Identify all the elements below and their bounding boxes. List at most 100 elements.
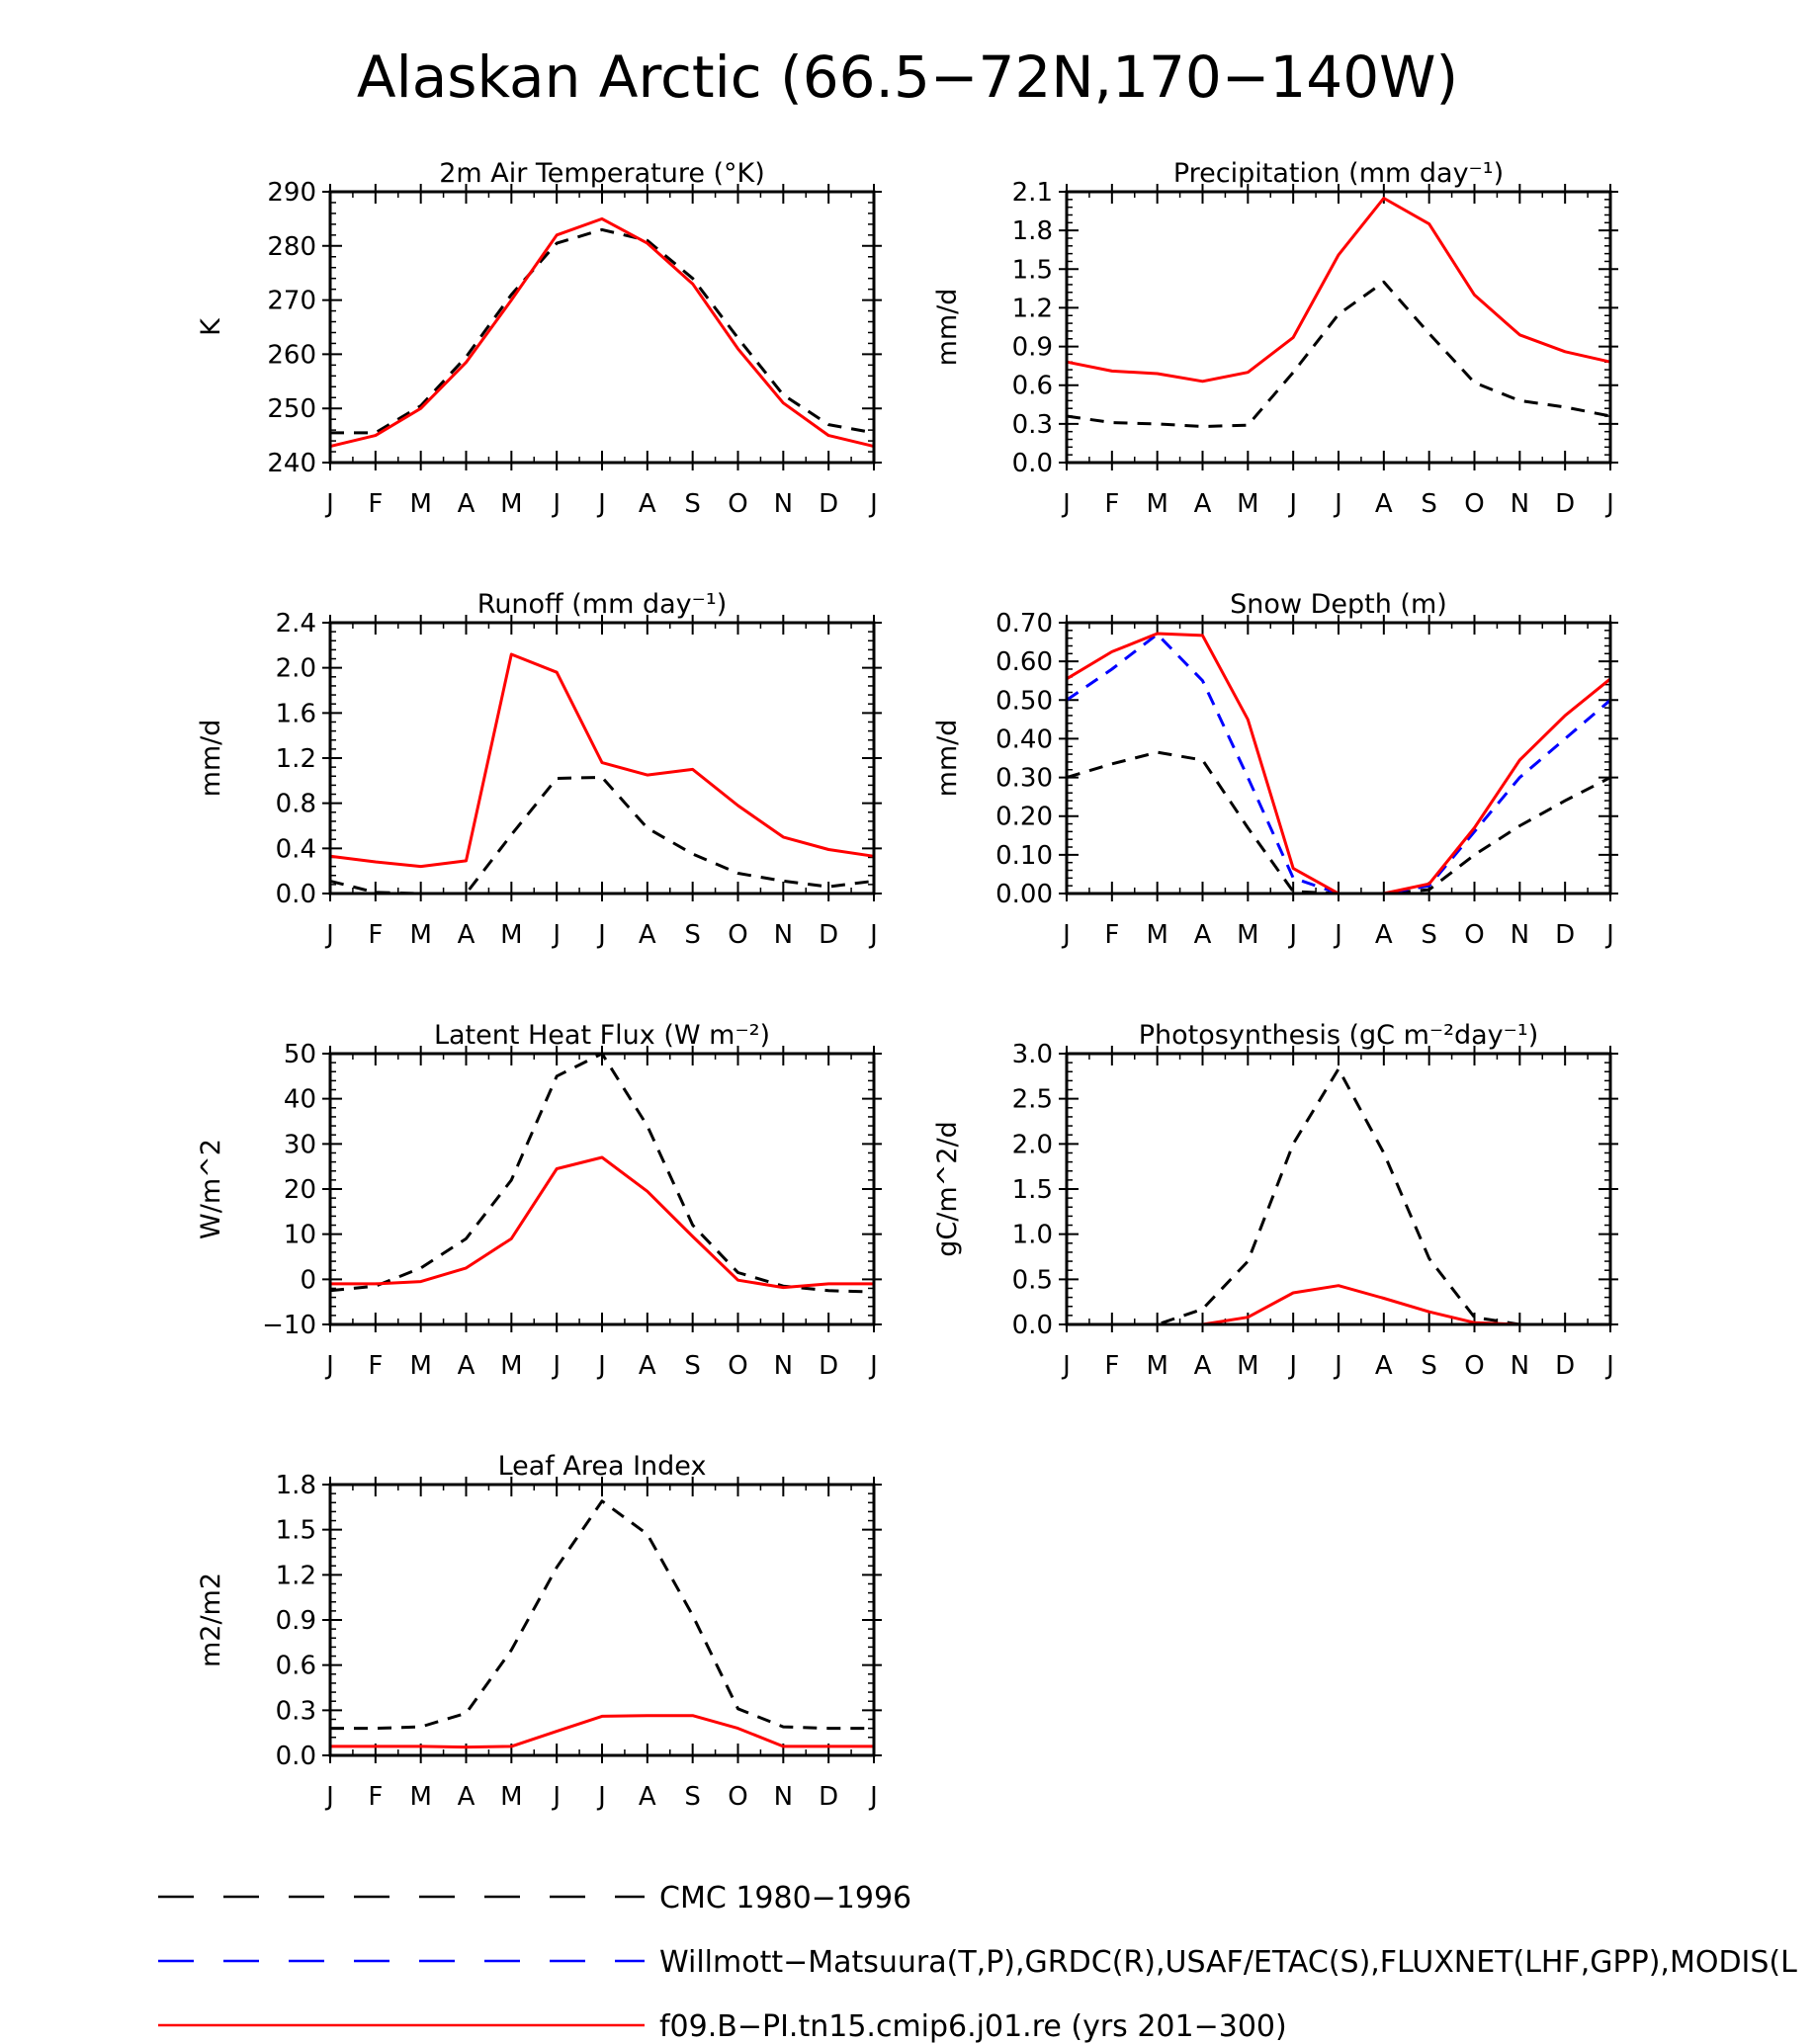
x-tick-label: M xyxy=(1146,489,1167,519)
series-line-1 xyxy=(329,775,875,895)
x-tick-label: F xyxy=(1104,1351,1119,1381)
series-line-2 xyxy=(1066,633,1611,895)
y-tick-label: 0.4 xyxy=(276,834,316,864)
x-tick-label: J xyxy=(868,920,878,950)
x-tick-label: N xyxy=(774,489,793,519)
y-tick-label: 20 xyxy=(284,1175,316,1205)
x-tick-label: F xyxy=(368,1351,383,1381)
y-tick-label: 0.0 xyxy=(1012,1311,1053,1340)
x-tick-label: M xyxy=(1237,1351,1258,1381)
y-tick-label: 260 xyxy=(267,340,316,370)
x-tick-label: O xyxy=(728,489,747,519)
x-tick-label: J xyxy=(1333,489,1342,519)
y-tick-label: 0.60 xyxy=(995,647,1053,677)
x-tick-label: D xyxy=(819,920,838,950)
x-tick-label: M xyxy=(1146,920,1167,950)
x-tick-label: J xyxy=(1287,920,1297,950)
y-tick-label: 0.50 xyxy=(995,686,1053,716)
y-tick-label: 0.0 xyxy=(276,1742,316,1771)
series-line-1 xyxy=(329,1052,875,1294)
x-tick-label: J xyxy=(868,1351,878,1381)
series-line-1 xyxy=(330,227,875,435)
x-tick-label: D xyxy=(1555,489,1575,519)
x-tick-label: O xyxy=(728,1782,747,1812)
plot-frame xyxy=(328,1052,876,1326)
x-tick-label: J xyxy=(1287,1351,1297,1381)
y-axis-label: mm/d xyxy=(932,289,963,367)
x-tick-label: J xyxy=(596,920,606,950)
y-tick-label: 1.8 xyxy=(1012,216,1053,246)
y-tick-label: 0.8 xyxy=(276,790,316,819)
x-tick-label: F xyxy=(368,489,383,519)
panel-2: Precipitation (mm day⁻¹)mm/dJ F M A M J J A S O N D… xyxy=(932,158,1618,519)
y-tick-label: 270 xyxy=(267,287,316,316)
plot-frame xyxy=(1065,190,1612,465)
x-tick-label: M xyxy=(1237,920,1258,950)
y-axis-label: W/m^2 xyxy=(196,1139,226,1239)
x-tick-label: J xyxy=(1287,489,1297,519)
y-tick-label: 2.1 xyxy=(1012,178,1053,208)
series-line-2 xyxy=(329,652,875,869)
series-line-1 xyxy=(1066,280,1611,428)
x-tick-label: A xyxy=(639,489,656,519)
x-tick-label: S xyxy=(1421,920,1437,950)
legend-label-1: CMC 1980−1996 xyxy=(659,1881,911,1916)
x-tick-label: A xyxy=(458,1351,475,1381)
x-tick-label: N xyxy=(1511,489,1529,519)
y-tick-label: 280 xyxy=(267,232,316,262)
x-tick-label: J xyxy=(1604,489,1614,519)
y-tick-label: 2.5 xyxy=(1012,1085,1053,1115)
y-tick-label: 2.0 xyxy=(276,654,316,684)
x-tick-label: F xyxy=(368,920,383,950)
panel-4: Snow Depth (m)mm/dJ F M A M J J A S O N D J0.000.100… xyxy=(932,589,1618,950)
y-tick-label: 0.9 xyxy=(1012,333,1053,363)
x-tick-label: A xyxy=(639,920,656,950)
x-tick-label: A xyxy=(639,1351,656,1381)
x-tick-label: A xyxy=(458,1782,475,1812)
x-tick-label: J xyxy=(1604,1351,1614,1381)
y-tick-label: 1.5 xyxy=(1012,1175,1053,1205)
x-tick-label: M xyxy=(500,920,522,950)
x-tick-label: O xyxy=(1464,920,1484,950)
x-tick-label: J xyxy=(596,1351,606,1381)
y-tick-label: 2.0 xyxy=(1012,1130,1053,1159)
legend-label-3: f09.B−PI.tn15.cmip6.j01.re (yrs 201−300) xyxy=(659,2009,1287,2044)
y-tick-label: 0.5 xyxy=(1012,1265,1053,1295)
panel-title: Runoff (mm day⁻¹) xyxy=(477,589,727,620)
y-axis-label: mm/d xyxy=(196,720,226,798)
x-tick-label: A xyxy=(458,489,475,519)
y-tick-label: 0 xyxy=(300,1265,316,1295)
y-tick-label: 1.5 xyxy=(276,1516,316,1546)
panel-title: Precipitation (mm day⁻¹) xyxy=(1173,158,1504,189)
x-tick-label: J xyxy=(1061,1351,1071,1381)
panel-title: 2m Air Temperature (°K) xyxy=(439,158,765,189)
y-tick-label: 250 xyxy=(267,394,316,424)
y-tick-label: 0.3 xyxy=(276,1696,316,1726)
series-line-1 xyxy=(330,1499,874,1731)
y-tick-label: 0.70 xyxy=(995,609,1053,639)
x-tick-label: S xyxy=(1421,489,1437,519)
x-tick-label: A xyxy=(1194,920,1212,950)
x-tick-label: J xyxy=(324,1782,334,1812)
series-line-2 xyxy=(330,1714,874,1749)
x-tick-label: S xyxy=(1421,1351,1437,1381)
x-tick-label: M xyxy=(500,489,522,519)
plot-frame xyxy=(328,621,876,895)
x-tick-label: O xyxy=(1464,1351,1484,1381)
x-tick-label: F xyxy=(368,1782,383,1812)
x-tick-label: F xyxy=(1104,920,1119,950)
y-tick-label: 1.0 xyxy=(1012,1221,1053,1250)
x-tick-label: D xyxy=(819,1351,838,1381)
x-tick-label: J xyxy=(868,489,878,519)
series-line-2 xyxy=(329,216,875,449)
x-tick-label: D xyxy=(819,1782,838,1812)
y-tick-label: 40 xyxy=(284,1085,316,1115)
x-tick-label: M xyxy=(409,1782,431,1812)
x-tick-label: A xyxy=(1194,489,1212,519)
panel-3: Runoff (mm day⁻¹)mm/dJ F M A M J J A S O N D J0.00.4… xyxy=(196,589,882,950)
x-tick-label: J xyxy=(324,489,334,519)
y-tick-label: 0.9 xyxy=(276,1606,316,1636)
x-tick-label: O xyxy=(728,920,747,950)
x-tick-label: S xyxy=(684,489,701,519)
y-axis-label: gC/m^2/d xyxy=(932,1121,963,1256)
